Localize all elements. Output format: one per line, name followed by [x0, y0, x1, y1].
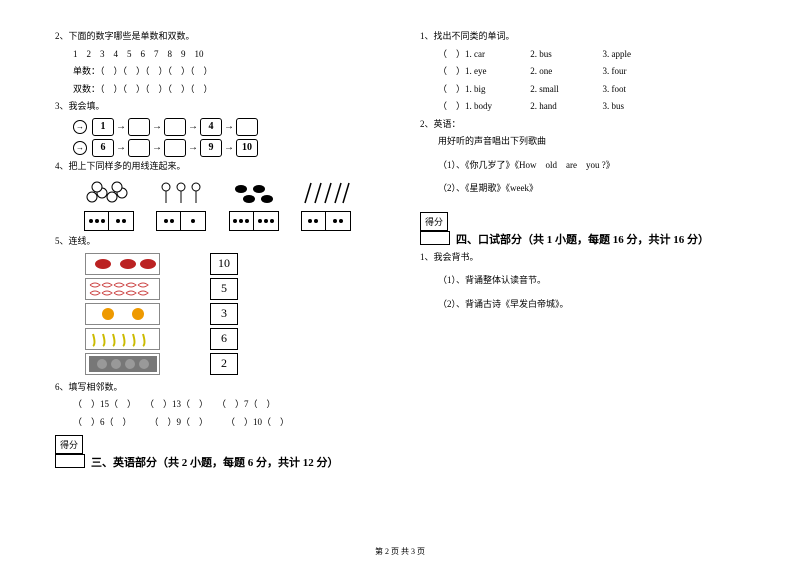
- match-row: 10: [85, 253, 380, 275]
- score-box: 得分: [420, 212, 448, 231]
- needles-icon: [298, 177, 353, 207]
- arrow-icon: →: [116, 121, 126, 132]
- bananas-icon: [85, 328, 160, 350]
- faces-icon: [85, 353, 160, 375]
- oral-i2: （2）、背诵古诗《早发白帝城》。: [438, 298, 745, 312]
- q4-pic-row: [73, 177, 362, 207]
- bugs-icon: [226, 177, 281, 207]
- q3-title: 3、我会填。: [55, 100, 380, 114]
- oral-i1: （1）、背诵整体认读音节。: [438, 274, 745, 288]
- oral-q1-title: 1、我会背书。: [420, 251, 745, 265]
- num-box: 5: [210, 278, 238, 300]
- section3-header: 得分 三、英语部分（共 2 小题，每题 6 分，共计 12 分）: [55, 435, 380, 470]
- num-box: [236, 118, 258, 136]
- arrow-start-icon: →: [73, 120, 87, 134]
- num-box: 10: [210, 253, 238, 275]
- domino: [156, 211, 206, 231]
- right-column: 1、找出不同类的单词。 （ ）1. car 2. bus 3. apple （ …: [400, 30, 745, 472]
- arrow-start-icon: →: [73, 141, 87, 155]
- q6-title: 6、填写相邻数。: [55, 381, 380, 395]
- arrow-icon: →: [116, 142, 126, 153]
- num-box: 6: [92, 139, 114, 157]
- q2-even: 双数：（ ）（ ）（ ）（ ）（ ）: [73, 83, 380, 97]
- page-footer: 第 2 页 共 3 页: [0, 546, 800, 557]
- num-box: 9: [200, 139, 222, 157]
- q2-odd: 单数：（ ）（ ）（ ）（ ）（ ）: [73, 65, 380, 79]
- domino: [301, 211, 351, 231]
- num-box: 4: [200, 118, 222, 136]
- q3-row-2: → 6→ → → 9→ 10: [73, 139, 380, 157]
- num-box: 10: [236, 139, 258, 157]
- arrow-icon: →: [152, 142, 162, 153]
- num-box: [128, 139, 150, 157]
- left-column: 2、下面的数字哪些是单数和双数。 1 2 3 4 5 6 7 8 9 10 单数…: [55, 30, 400, 472]
- match-row: 6: [85, 328, 380, 350]
- arrow-icon: →: [188, 142, 198, 153]
- q6-row1: （ ）15（ ） （ ）13（ ） （ ）7（ ）: [73, 398, 380, 412]
- section4-title: 四、口试部分（共 1 小题，每题 16 分，共计 16 分）: [456, 231, 709, 247]
- eq1-r2: （ ）1. eye 2. one 3. four: [438, 65, 745, 79]
- q6-row2: （ ）6（ ） （ ）9（ ） （ ）10（ ）: [73, 416, 380, 430]
- q2-nums: 1 2 3 4 5 6 7 8 9 10: [73, 48, 380, 62]
- eq2-i2: （2）、《星期歌》《week》: [438, 182, 745, 196]
- arrow-icon: →: [224, 121, 234, 132]
- section4-header: 得分 四、口试部分（共 1 小题，每题 16 分，共计 16 分）: [420, 212, 745, 247]
- eq1-r4: （ ）1. body 2. hand 3. bus: [438, 100, 745, 114]
- crabs-icon: [85, 303, 160, 325]
- domino: [229, 211, 279, 231]
- eq2-title: 2、英语：: [420, 118, 745, 132]
- num-box: 2: [210, 353, 238, 375]
- num-box: [128, 118, 150, 136]
- q4-domino-row: [73, 211, 362, 231]
- sheep-icon: [82, 177, 137, 207]
- candies-icon: [85, 253, 160, 275]
- num-box: 1: [92, 118, 114, 136]
- num-box: [164, 118, 186, 136]
- flowers-icon: [154, 177, 209, 207]
- num-box: [164, 139, 186, 157]
- eq1-title: 1、找出不同类的单词。: [420, 30, 745, 44]
- arrow-icon: →: [152, 121, 162, 132]
- match-row: 3: [85, 303, 380, 325]
- domino: [84, 211, 134, 231]
- match-row: 2: [85, 353, 380, 375]
- q4-title: 4、把上下同样多的用线连起来。: [55, 160, 380, 174]
- num-box: 6: [210, 328, 238, 350]
- eq2-sub: 用好听的声音唱出下列歌曲: [438, 135, 745, 149]
- section3-title: 三、英语部分（共 2 小题，每题 6 分，共计 12 分）: [91, 454, 339, 470]
- q3-row-1: → 1→ → → 4→: [73, 118, 380, 136]
- eq1-r1: （ ）1. car 2. bus 3. apple: [438, 48, 745, 62]
- num-box: 3: [210, 303, 238, 325]
- match-row: 5: [85, 278, 380, 300]
- arrow-icon: →: [224, 142, 234, 153]
- arrow-icon: →: [188, 121, 198, 132]
- eq1-r3: （ ）1. big 2. small 3. foot: [438, 83, 745, 97]
- fish-icon: [85, 278, 160, 300]
- q5-title: 5、连线。: [55, 235, 380, 249]
- eq2-i1: （1）、《你几岁了》《How old are you ?》: [438, 159, 745, 173]
- score-box: 得分: [55, 435, 83, 454]
- q2-title: 2、下面的数字哪些是单数和双数。: [55, 30, 380, 44]
